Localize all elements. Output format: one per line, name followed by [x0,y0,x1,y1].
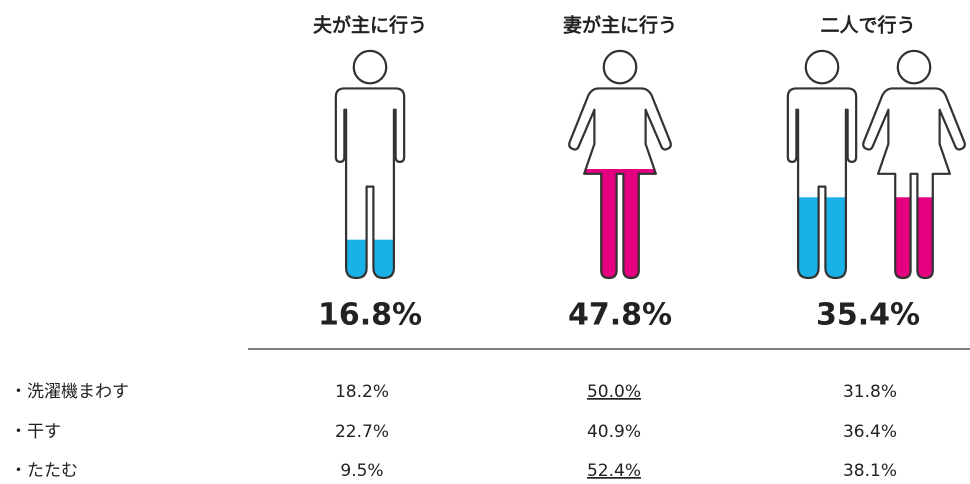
figure-outline [568,87,672,280]
figure [786,49,858,280]
figure-head [602,49,638,85]
figure-head [352,49,388,85]
table-cell: 40.9% [587,422,641,442]
figure-outline [786,87,858,280]
figure-body [569,88,671,278]
row-label: ・干す [10,422,61,442]
fill-level [787,197,857,278]
figure-outline [334,87,406,280]
category-label: 二人で行う [820,14,915,37]
row-label: ・洗濯機まわす [10,382,129,402]
figure-head [896,49,932,85]
table-cell: 38.1% [843,461,897,481]
figure-outline [862,87,966,280]
figure [334,49,406,280]
figure-head [804,49,840,85]
percent-label: 35.4% [816,298,920,333]
table-cell: 52.4% [587,461,641,481]
fill-level [335,239,405,278]
figure [568,49,672,280]
table-cell: 22.7% [335,422,389,442]
category-label: 妻が主に行う [563,14,677,37]
category-label: 夫が主に行う [313,14,427,37]
row-label: ・たたむ [10,461,78,481]
percent-label: 16.8% [318,298,422,333]
table-cell: 18.2% [335,382,389,402]
percent-label: 47.8% [568,298,672,333]
figure-body [863,88,965,278]
figure [862,49,966,280]
table-cell: 50.0% [587,382,641,402]
table-cell: 36.4% [843,422,897,442]
table-cell: 31.8% [843,382,897,402]
fill-level [569,169,671,278]
fill-level [863,197,965,278]
figure-body [335,88,405,278]
table-cell: 9.5% [340,461,383,481]
